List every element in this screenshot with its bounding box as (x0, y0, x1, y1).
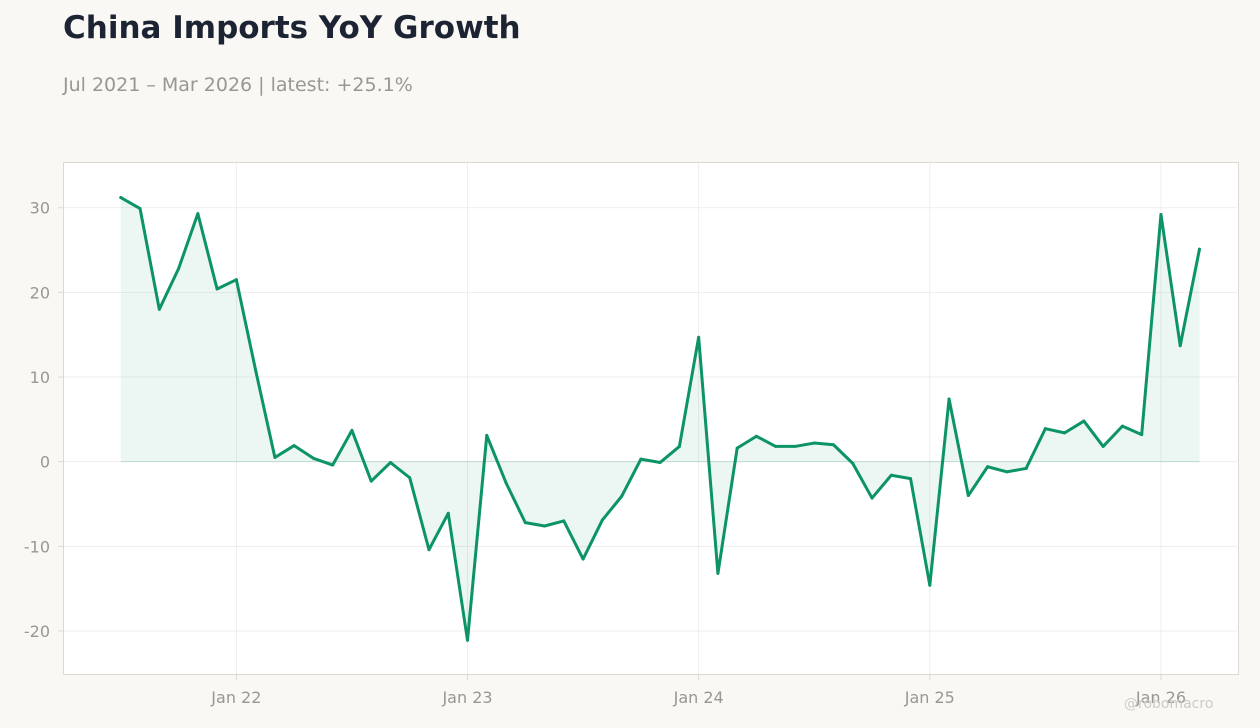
data-point (658, 461, 662, 465)
data-point (1159, 212, 1163, 216)
data-point (831, 443, 835, 447)
data-point (177, 267, 181, 271)
data-point (851, 461, 855, 465)
data-point (1101, 444, 1105, 448)
data-point (697, 335, 701, 339)
data-point (966, 494, 970, 498)
data-point (735, 446, 739, 450)
data-point (485, 433, 489, 437)
data-point (562, 519, 566, 523)
data-point (543, 524, 547, 528)
x-tick-label: Jan 26 (1135, 688, 1186, 707)
data-point (909, 477, 913, 481)
data-point (716, 571, 720, 575)
chart-subtitle: Jul 2021 – Mar 2026 | latest: +25.1% (63, 74, 413, 96)
x-tick-label: Jan 22 (210, 688, 261, 707)
data-point (466, 638, 470, 642)
data-point (196, 212, 200, 216)
data-point (292, 444, 296, 448)
y-tick-label: -10 (24, 537, 50, 556)
data-point (754, 434, 758, 438)
data-point (273, 455, 277, 459)
data-point (234, 278, 238, 282)
area-fill (120, 197, 1200, 641)
data-point (157, 307, 161, 311)
data-point (1024, 466, 1028, 470)
data-point (1043, 427, 1047, 431)
data-point (1197, 247, 1201, 251)
data-point (1082, 419, 1086, 423)
data-point (986, 465, 990, 469)
y-tick-label: 30 (30, 199, 50, 218)
data-point (793, 444, 797, 448)
data-point (947, 397, 951, 401)
x-tick-label: Jan 25 (904, 688, 955, 707)
data-point (408, 476, 412, 480)
data-point (504, 481, 508, 485)
data-point (889, 473, 893, 477)
data-point (254, 368, 258, 372)
data-point (331, 463, 335, 467)
plot-area (63, 162, 1239, 675)
chart-title: China Imports YoY Growth (63, 10, 521, 46)
data-point (446, 511, 450, 515)
data-point (1140, 433, 1144, 437)
x-tick-label: Jan 23 (441, 688, 492, 707)
watermark: @robomacro (1124, 696, 1214, 712)
data-point (1005, 470, 1009, 474)
y-tick-label: 0 (40, 453, 50, 472)
data-point (1120, 424, 1124, 428)
data-point (369, 479, 373, 483)
data-point (1178, 344, 1182, 348)
data-point (523, 521, 527, 525)
y-tick-label: 10 (30, 368, 50, 387)
data-point (138, 207, 142, 211)
y-tick-label: -20 (24, 622, 50, 641)
data-point (639, 457, 643, 461)
data-point (620, 494, 624, 498)
data-point (427, 548, 431, 552)
data-point (928, 583, 932, 587)
data-point (774, 444, 778, 448)
data-point (215, 287, 219, 291)
data-point (870, 496, 874, 500)
data-point (812, 441, 816, 445)
data-point (1063, 431, 1067, 435)
data-point (119, 196, 123, 200)
data-point (350, 428, 354, 432)
y-tick-label: 20 (30, 283, 50, 302)
data-point (311, 456, 315, 460)
data-point (581, 557, 585, 561)
data-point (388, 461, 392, 465)
data-point (677, 444, 681, 448)
data-point (600, 518, 604, 522)
x-tick-label: Jan 24 (673, 688, 724, 707)
